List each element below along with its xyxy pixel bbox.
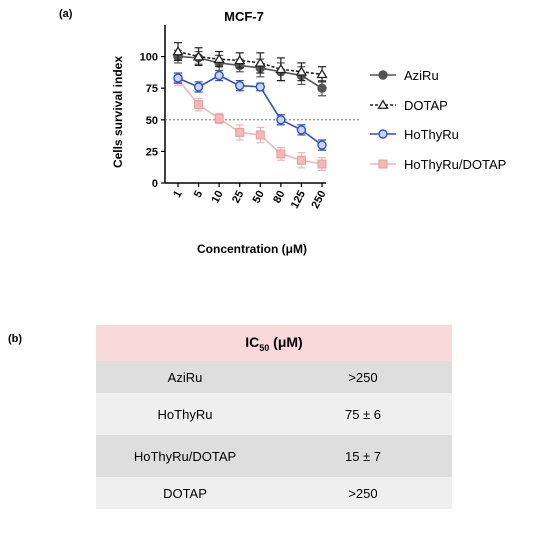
data-point — [194, 100, 204, 110]
series-dotap — [172, 42, 328, 83]
x-tick-label: 125 — [289, 189, 308, 211]
panel-b-label: (b) — [8, 333, 23, 345]
x-tick-label: 10 — [209, 189, 225, 205]
x-tick-label: 250 — [309, 189, 328, 211]
chart-title: MCF-7 — [224, 9, 264, 24]
y-tick-label: 100 — [140, 52, 158, 64]
compound-cell: HoThyRu — [96, 393, 274, 435]
data-point — [173, 73, 183, 83]
data-point — [295, 66, 308, 76]
value-cell: 15 ± 7 — [274, 435, 452, 477]
data-point — [235, 127, 245, 137]
data-point — [234, 54, 246, 65]
y-axis-label: Cells survival index — [111, 56, 125, 168]
compound-cell: AziRu — [96, 361, 274, 393]
data-point — [193, 82, 204, 92]
series-line — [177, 50, 323, 76]
y-tick-label: 25 — [146, 146, 158, 158]
data-point — [276, 115, 286, 125]
data-point — [214, 70, 224, 81]
compound-cell: HoThyRu/DOTAP — [96, 435, 274, 477]
compound-cell: DOTAP — [96, 477, 274, 509]
data-point — [378, 70, 388, 80]
value-cell: >250 — [274, 477, 452, 509]
survival-chart: MCF-7 Cells survival index Concentration… — [111, 9, 506, 256]
data-point — [378, 129, 388, 139]
data-point — [213, 53, 225, 64]
value-cell: >250 — [274, 361, 452, 393]
data-point — [254, 57, 266, 67]
data-point — [317, 140, 327, 150]
table-row: HoThyRu/DOTAP 15 ± 7 — [96, 435, 452, 477]
data-point — [276, 149, 286, 159]
table-row: HoThyRu 75 ± 6 — [96, 393, 452, 435]
value-cell: 75 ± 6 — [274, 393, 452, 435]
legend-item: AziRu — [370, 68, 439, 83]
data-point — [296, 155, 306, 165]
data-point — [172, 45, 184, 56]
legend-label: HoThyRu/DOTAP — [404, 157, 506, 172]
x-tick-label: 25 — [230, 189, 246, 205]
legend-label: AziRu — [404, 68, 439, 83]
header-ic: IC — [245, 333, 260, 350]
data-point — [377, 99, 389, 109]
table-row: DOTAP >250 — [96, 477, 452, 509]
data-point — [317, 159, 327, 169]
header-sub: 50 — [259, 342, 270, 353]
legend-item: HoThyRu — [370, 127, 459, 142]
legend-item: DOTAP — [370, 98, 448, 113]
ic50-table: IC50 (μM) AziRu >250 HoThyRu 75 ± 6 HoTh… — [96, 325, 452, 509]
data-point — [317, 83, 327, 93]
y-tick-label: 50 — [146, 115, 158, 127]
x-tick-label: 80 — [271, 189, 287, 205]
data-point — [192, 51, 205, 61]
table-header: IC50 (μM) — [96, 325, 452, 361]
header-unit: (μM) — [269, 333, 303, 350]
data-point — [214, 114, 224, 124]
x-tick-label: 50 — [251, 189, 267, 205]
y-tick-label: 75 — [146, 83, 158, 95]
series-hothyru — [173, 69, 327, 151]
data-point — [316, 68, 328, 79]
y-tick-label: 0 — [152, 178, 158, 190]
data-point — [296, 125, 307, 135]
data-point — [255, 82, 265, 92]
x-tick-label: 1 — [171, 189, 184, 200]
data-point — [255, 130, 265, 140]
legend-item: HoThyRu/DOTAP — [370, 157, 506, 172]
panel-a-label: (a) — [59, 8, 73, 20]
data-point — [275, 63, 287, 74]
data-point — [235, 80, 245, 91]
x-axis-label: Concentration (μM) — [197, 242, 307, 256]
x-tick-label: 5 — [192, 189, 205, 200]
table-row: AziRu >250 — [96, 361, 452, 393]
legend-label: HoThyRu — [404, 127, 459, 142]
data-point — [378, 159, 388, 169]
legend-label: DOTAP — [404, 98, 448, 113]
